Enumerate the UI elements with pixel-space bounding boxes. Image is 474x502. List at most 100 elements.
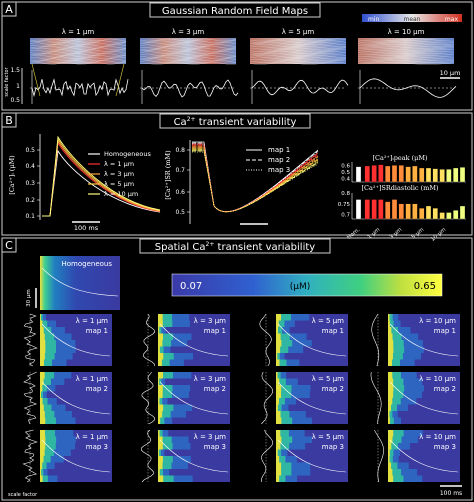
- bar: [446, 169, 452, 183]
- left-legend-item: λ = 3 μm: [104, 170, 134, 178]
- ytick-0-5: 0.5: [10, 97, 20, 104]
- heatmap-map-label: map 1: [86, 327, 108, 335]
- scale-bar-label: 10 μm: [440, 69, 461, 77]
- heatmap-map-label: map 1: [434, 327, 456, 335]
- grf-map-label-4: λ = 10 μm: [388, 28, 425, 36]
- bar-category: 1 μm: [367, 227, 382, 241]
- heatmap-map-label: map 2: [86, 385, 108, 393]
- left-legend-item: λ = 5 μm: [104, 180, 134, 188]
- colorbar-mean: mean: [403, 16, 420, 23]
- ca-colorbar-max: 0.65: [414, 281, 436, 292]
- bar: [385, 201, 391, 220]
- bar: [412, 203, 418, 220]
- left-ytick: 0.5: [25, 147, 35, 154]
- bar: [405, 166, 411, 183]
- bar: [391, 199, 398, 220]
- heatmap-map-label: map 3: [86, 443, 108, 451]
- heatmap-lambda-label: λ = 5 μm: [312, 375, 345, 383]
- grf-map-label-3: λ = 5 μm: [282, 28, 315, 36]
- heatmap-r3-c4: λ = 10 μm map 3: [374, 429, 460, 483]
- middle-curve: [192, 145, 319, 212]
- bar: [412, 165, 418, 183]
- heatmap-map-label: map 3: [322, 443, 344, 451]
- panel-a: A Gaussian Random Field Maps λ = 1 μm λ =…: [1, 1, 473, 111]
- bar-ytick: 0.7: [341, 213, 350, 219]
- scale-trace-3: [250, 70, 349, 104]
- left-ytick: 0.2: [25, 197, 35, 204]
- heatmap-lambda-label: λ = 1 μm: [76, 375, 109, 383]
- heatmap-lambda-label: λ = 1 μm: [76, 433, 109, 441]
- heatmap-r3-c3: λ = 5 μm map 3: [260, 429, 348, 483]
- colorbar-max: max: [445, 16, 459, 23]
- middle-curve: [192, 149, 319, 212]
- bar: [439, 212, 445, 220]
- panel-b-title: Ca2+ transient variability: [174, 116, 297, 128]
- bar: [391, 165, 398, 183]
- heatmap-r3-c2: λ = 3 μm map 3: [140, 429, 230, 483]
- heatmap-map-label: map 2: [322, 385, 344, 393]
- heatmap-lambda-label: λ = 3 μm: [194, 375, 227, 383]
- panel-a-letter: A: [5, 3, 13, 16]
- bar-ytick: 0.75: [338, 202, 351, 208]
- homogeneous-label: Homogeneous: [61, 260, 112, 268]
- bar: [432, 208, 438, 220]
- middle-curve: [192, 147, 319, 212]
- bar: [355, 199, 362, 220]
- heatmap-lambda-label: λ = 3 μm: [194, 317, 227, 325]
- middle-ylabel: [Ca²⁺]SR (mM): [164, 150, 172, 200]
- scale-factor-traces: [30, 63, 457, 104]
- heatmap-r2-c4: λ = 10 μm map 2: [370, 371, 460, 424]
- heatmap-r3-c1: λ = 1 μm map 3: [22, 429, 112, 483]
- middle-ytick: 0.5: [175, 209, 185, 216]
- grf-map-3: λ = 5 μm: [249, 28, 347, 65]
- middle-curve: [192, 149, 319, 212]
- grf-map-2: λ = 3 μm: [139, 28, 237, 65]
- heatmap-r1-c2: λ = 3 μm map 1: [142, 313, 230, 366]
- diastolic-bars: 0.8 0.75 0.7: [338, 191, 466, 220]
- middle-legend-item: map 2: [268, 156, 290, 164]
- left-legend-item: Homogeneous: [104, 150, 152, 158]
- middle-legend: map 1 map 2 map 3: [246, 146, 290, 174]
- middle-legend-item: map 1: [268, 146, 290, 154]
- heatmap-lambda-label: λ = 10 μm: [419, 317, 456, 325]
- left-curve-0: [42, 149, 161, 217]
- middle-ytick: 0.7: [175, 167, 185, 174]
- heatmap-lambda-label: λ = 10 μm: [419, 375, 456, 383]
- heatmap-lambda-label: λ = 3 μm: [194, 433, 227, 441]
- bar: [432, 168, 438, 183]
- heatmap-map-label: map 3: [204, 443, 226, 451]
- middle-curve: [192, 146, 319, 212]
- panel-c-title: Spatial Ca2+ transient variability: [155, 241, 316, 253]
- bar: [385, 165, 391, 183]
- heatmap-map-label: map 1: [322, 327, 344, 335]
- ca-colorbar-unit: (μM): [290, 282, 311, 292]
- left-legend: Homogeneous λ = 1 μm λ = 3 μm λ = 5 μm λ = 1…: [88, 150, 152, 198]
- bar: [419, 208, 425, 220]
- panel-b: B Ca2+ transient variability [Ca²⁺]ᵢ (μM…: [1, 112, 473, 243]
- bar: [371, 199, 377, 220]
- bar-ytick: 0.8: [341, 191, 350, 197]
- middle-curves: [192, 141, 319, 212]
- bar: [371, 165, 377, 183]
- bar: [453, 210, 459, 220]
- left-ytick: 0.4: [25, 163, 35, 170]
- middle-curve: [192, 147, 319, 212]
- panel-b-letter: B: [5, 114, 13, 127]
- bar: [419, 167, 425, 183]
- heatmap-r2-c3: λ = 5 μm map 2: [261, 371, 348, 425]
- scale-trace-2: [140, 70, 239, 104]
- bar: [364, 165, 370, 183]
- bar: [355, 166, 362, 183]
- bar: [398, 203, 404, 220]
- left-legend-item: λ = 10 μm: [104, 190, 138, 198]
- peak-title: [Ca²⁺]ᵢpeak (μM): [372, 154, 428, 162]
- middle-ytick: 0.6: [175, 189, 185, 196]
- middle-curve: [192, 145, 319, 212]
- scale-trace-1: [30, 70, 129, 104]
- heatmap-map-label: map 1: [204, 327, 226, 335]
- left-curve-4: [42, 135, 161, 217]
- ca-colorbar: [171, 273, 443, 297]
- middle-legend-item: map 3: [268, 166, 290, 174]
